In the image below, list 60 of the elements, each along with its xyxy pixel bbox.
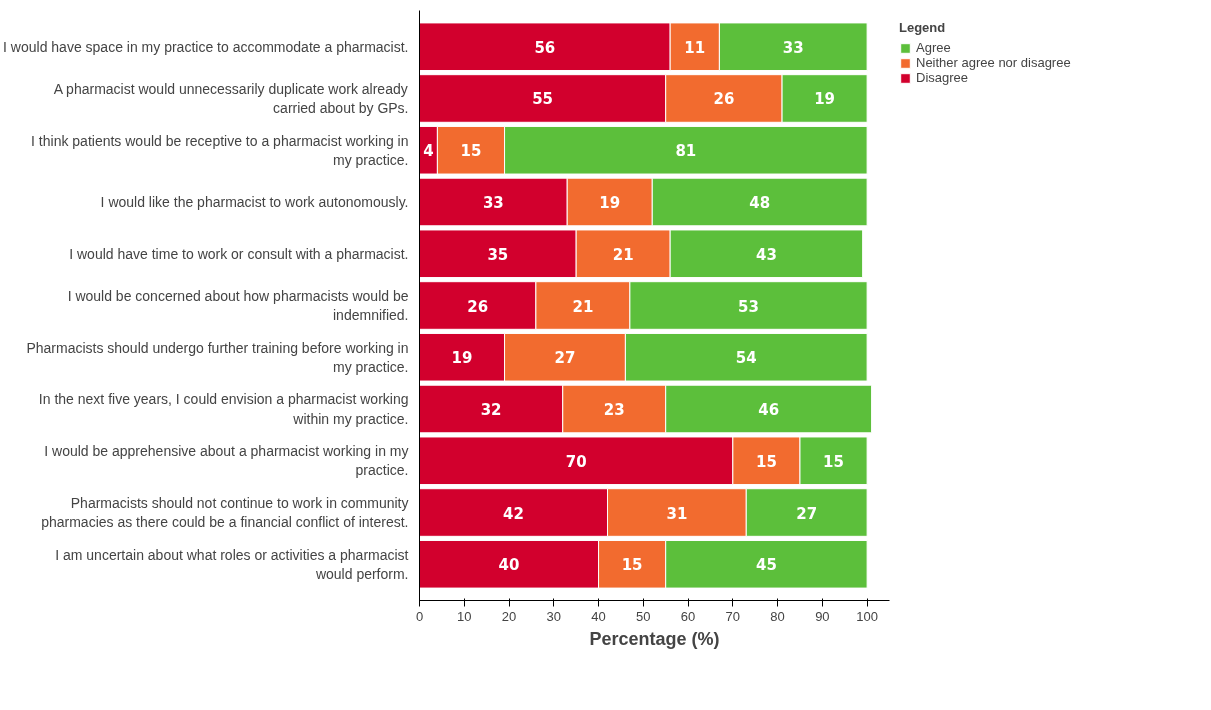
data-label: 21 [572, 297, 594, 316]
data-label: 81 [675, 142, 697, 161]
data-label: 54 [735, 349, 757, 368]
data-label: 32 [480, 401, 502, 420]
x-tick-label: 80 [770, 608, 785, 624]
data-label: 15 [755, 452, 777, 471]
data-label: 56 [534, 38, 556, 57]
legend-label: Disagree [916, 70, 969, 85]
data-label: 27 [554, 349, 576, 368]
data-label: 21 [612, 245, 634, 264]
x-tick-label: 70 [725, 608, 741, 624]
data-label: 26 [467, 297, 489, 316]
data-label: 19 [451, 349, 473, 368]
data-label: 27 [796, 504, 818, 523]
x-tick-label: 100 [856, 608, 878, 624]
x-tick-label: 10 [457, 608, 472, 624]
data-label: 23 [603, 401, 625, 420]
x-tick-label: 40 [591, 608, 606, 624]
x-tick-label: 20 [501, 608, 517, 624]
y-tick-label: I would be concerned about how pharmacists would be indemnified. [67, 287, 409, 324]
y-tick-label: A pharmacist would unnecessarily duplicate work already carried about by GPs. [53, 80, 409, 117]
data-label: 33 [782, 38, 804, 57]
data-label: 15 [621, 556, 643, 575]
data-label: 11 [684, 38, 706, 57]
x-tick-label: 0 [415, 608, 424, 624]
data-label: 33 [482, 193, 504, 212]
x-tick-label: 30 [546, 608, 562, 624]
data-label: 45 [755, 556, 777, 575]
y-tick-label: Pharmacists should not continue to work in community pharmacies as there could be a financial conflict of interest. [41, 494, 409, 531]
data-label: 53 [738, 297, 759, 316]
y-tick-label: Pharmacists should undergo further training before working in my practice. [26, 339, 409, 375]
x-tick-label: 50 [636, 608, 651, 624]
x-axis-title: Percentage (%) [589, 628, 720, 649]
data-label: 42 [503, 504, 524, 523]
y-tick-label: I am uncertain about what roles or activities a pharmacist would perform. [55, 546, 409, 582]
data-label: 31 [666, 504, 688, 523]
legend-title: Legend [899, 20, 947, 35]
data-label: 19 [814, 90, 836, 109]
data-label: 26 [713, 90, 735, 109]
data-label: 48 [749, 193, 771, 212]
legend-label: Neither agree nor disagree [916, 55, 1071, 70]
data-label: 46 [758, 401, 780, 420]
y-tick-label: I would have time to work or consult with a pharmacist. [69, 245, 409, 262]
y-tick-label: In the next five years, I could envision a pharmacist working within my practice. [38, 391, 409, 427]
data-label: 70 [565, 452, 587, 471]
y-tick-label: I would like the pharmacist to work autonomously. [100, 193, 409, 210]
data-label: 19 [599, 193, 621, 212]
legend-label: Agree [916, 40, 951, 55]
x-tick-label: 90 [815, 608, 830, 624]
data-label: 40 [498, 556, 520, 575]
x-tick-label: 60 [680, 608, 696, 624]
data-label: 43 [755, 245, 777, 264]
y-tick-label: I think patients would be receptive to a pharmacist working in my practice. [31, 132, 409, 168]
data-label: 15 [823, 452, 844, 471]
y-tick-label: I would be apprehensive about a pharmacist working in my practice. [44, 443, 409, 479]
data-label: 35 [487, 245, 509, 264]
data-label: 55 [532, 90, 554, 109]
y-tick-label: I would have space in my practice to accommodate a pharmacist. [3, 38, 409, 55]
data-label: 15 [460, 142, 482, 161]
data-label: 4 [423, 142, 434, 161]
